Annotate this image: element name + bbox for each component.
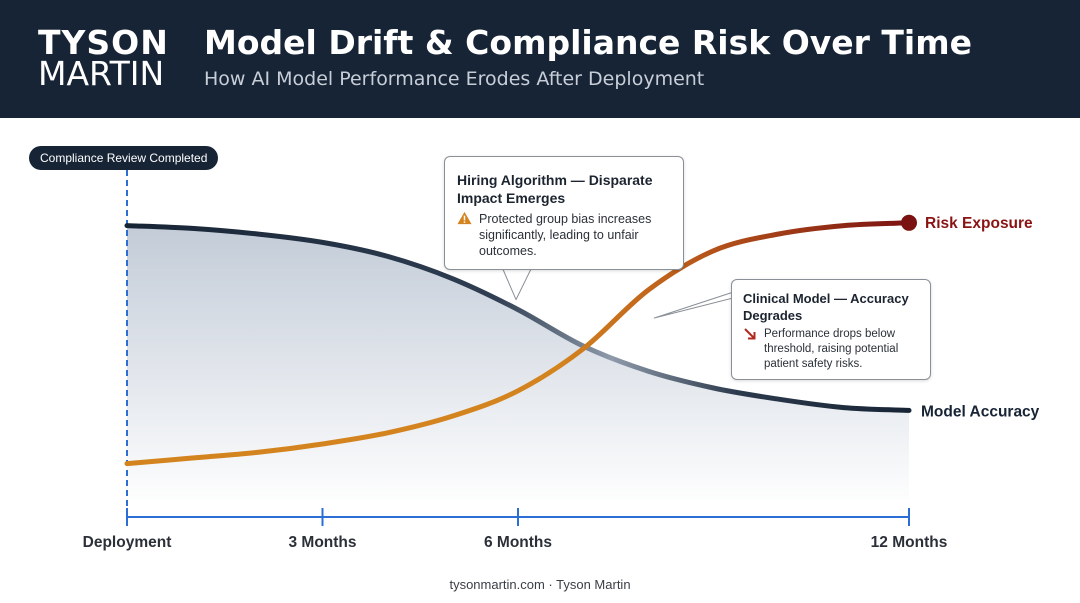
page-title: Model Drift & Compliance Risk Over Time — [204, 23, 972, 62]
hiring-algorithm-callout: Hiring Algorithm — Disparate Impact Emer… — [444, 156, 684, 270]
brand-logo: TYSON MARTIN — [38, 26, 169, 90]
risk-exposure-endpoint — [901, 214, 917, 231]
x-tick-label: Deployment — [83, 534, 172, 551]
compliance-review-badge: Compliance Review Completed — [29, 146, 219, 170]
x-tick-label: 3 Months — [288, 534, 356, 551]
x-tick-label: 6 Months — [484, 534, 552, 551]
series-label-model-accuracy: Model Accuracy — [921, 403, 1040, 420]
accuracy-area-fill — [127, 225, 909, 500]
trend-down-arrow-icon — [743, 327, 757, 346]
x-tick-label: 12 Months — [871, 534, 948, 551]
callout-body: Performance drops below threshold, raisi… — [764, 328, 899, 370]
header-banner: TYSON MARTIN Model Drift & Compliance Ri… — [0, 0, 1080, 118]
page-subtitle: How AI Model Performance Erodes After De… — [204, 68, 705, 90]
warning-icon — [457, 211, 472, 229]
brand-line-1: TYSON — [38, 23, 169, 62]
series-line-risk-exposure — [124, 220, 912, 467]
hiring-callout-pointer — [501, 266, 533, 301]
brand-line-2: MARTIN — [38, 54, 165, 93]
clinical-model-callout: Clinical Model — Accuracy Degrades Perfo… — [731, 279, 931, 380]
callout-body: Protected group bias increases significa… — [479, 212, 652, 258]
callout-title: Hiring Algorithm — Disparate Impact Emer… — [457, 172, 653, 206]
footer-credit: tysonmartin.com · Tyson Martin — [449, 577, 631, 592]
series-label-risk-exposure: Risk Exposure — [925, 215, 1033, 232]
drift-chart: Risk Exposure Model Accuracy Deployment 3 … — [83, 170, 1040, 551]
callout-title: Clinical Model — Accuracy Degrades — [743, 291, 909, 323]
series-line-model-accuracy — [124, 223, 912, 413]
